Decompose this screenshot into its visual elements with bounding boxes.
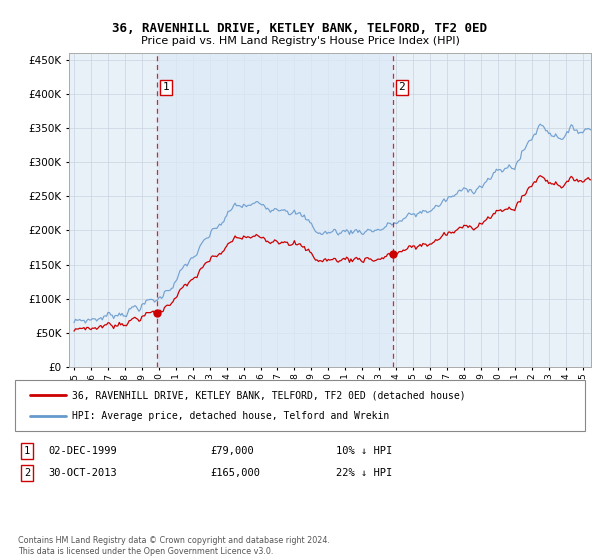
Text: £165,000: £165,000 bbox=[210, 468, 260, 478]
Text: 36, RAVENHILL DRIVE, KETLEY BANK, TELFORD, TF2 0ED: 36, RAVENHILL DRIVE, KETLEY BANK, TELFOR… bbox=[113, 22, 487, 35]
Text: 1: 1 bbox=[163, 82, 169, 92]
Text: 2: 2 bbox=[398, 82, 405, 92]
Text: 36, RAVENHILL DRIVE, KETLEY BANK, TELFORD, TF2 0ED (detached house): 36, RAVENHILL DRIVE, KETLEY BANK, TELFOR… bbox=[72, 390, 466, 400]
Text: 22% ↓ HPI: 22% ↓ HPI bbox=[336, 468, 392, 478]
Text: 2: 2 bbox=[24, 468, 30, 478]
Text: 30-OCT-2013: 30-OCT-2013 bbox=[48, 468, 117, 478]
Text: 02-DEC-1999: 02-DEC-1999 bbox=[48, 446, 117, 456]
Text: Contains HM Land Registry data © Crown copyright and database right 2024.
This d: Contains HM Land Registry data © Crown c… bbox=[18, 536, 330, 556]
Text: 10% ↓ HPI: 10% ↓ HPI bbox=[336, 446, 392, 456]
Bar bbox=[157, 53, 393, 367]
Text: 1: 1 bbox=[24, 446, 30, 456]
Text: £79,000: £79,000 bbox=[210, 446, 254, 456]
Text: Price paid vs. HM Land Registry's House Price Index (HPI): Price paid vs. HM Land Registry's House … bbox=[140, 36, 460, 46]
Text: HPI: Average price, detached house, Telford and Wrekin: HPI: Average price, detached house, Telf… bbox=[72, 410, 389, 421]
